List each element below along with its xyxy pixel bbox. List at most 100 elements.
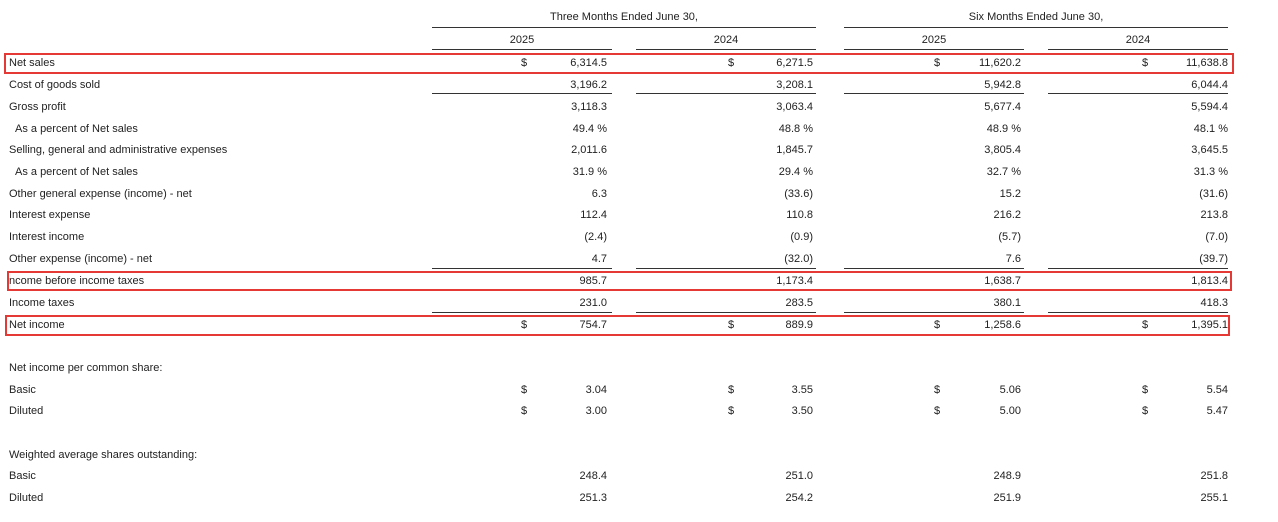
cell-value: 5.54 xyxy=(1206,384,1228,396)
cell-value: 6,314.5 xyxy=(570,57,607,69)
subtotal-rule xyxy=(636,93,816,94)
cell-value: (32.0) xyxy=(784,253,813,265)
cell-value: 48.9 % xyxy=(986,123,1021,135)
cell-value: 5.00 xyxy=(999,405,1021,417)
subtotal-rule xyxy=(432,312,612,313)
cell-value: 112.4 xyxy=(580,209,607,221)
group-header-three-months: Three Months Ended June 30, xyxy=(550,11,698,23)
cell-value: (39.7) xyxy=(1199,253,1228,265)
cell-value: 216.2 xyxy=(993,209,1021,221)
cell-value: 3,118.3 xyxy=(571,101,607,113)
cell-value: 3.04 xyxy=(585,384,607,396)
cell-value: 1,173.4 xyxy=(776,275,813,287)
year-header: 2024 xyxy=(1125,34,1151,46)
cell-value: 3,645.5 xyxy=(1191,144,1228,156)
header-rule-three xyxy=(432,27,816,28)
cell-value: 6.3 xyxy=(591,188,607,200)
cell-value: 11,620.2 xyxy=(978,57,1021,69)
cell-value: 5.06 xyxy=(999,384,1021,396)
row-label: Other expense (income) - net xyxy=(9,253,153,265)
cell-value: 29.4 % xyxy=(778,166,813,178)
cell-value: (0.9) xyxy=(790,231,813,243)
dollar-sign: $ xyxy=(728,405,735,417)
cell-value: 5,594.4 xyxy=(1191,101,1228,113)
cell-value: (7.0) xyxy=(1205,231,1228,243)
subtotal-rule xyxy=(636,268,816,269)
cell-value: 7.6 xyxy=(1005,253,1021,265)
cell-value: 1,813.4 xyxy=(1191,275,1228,287)
subtotal-rule xyxy=(636,312,816,313)
row-label: ncome before income taxes xyxy=(9,275,145,287)
cell-value: 31.9 % xyxy=(572,166,607,178)
cell-value: (33.6) xyxy=(784,188,813,200)
cell-value: 255.1 xyxy=(1200,492,1228,504)
year-rule xyxy=(844,49,1024,50)
cell-value: 248.9 xyxy=(993,470,1021,482)
cell-value: (2.4) xyxy=(584,231,607,243)
cell-value: 49.4 % xyxy=(572,123,607,135)
subtotal-rule xyxy=(844,312,1024,313)
cell-value: 6,271.5 xyxy=(776,57,813,69)
dollar-sign: $ xyxy=(521,57,528,69)
year-rule xyxy=(636,49,816,50)
dollar-sign: $ xyxy=(1142,57,1149,69)
row-label: Basic xyxy=(9,384,36,396)
row-label: As a percent of Net sales xyxy=(15,166,138,178)
cell-value: 2,011.6 xyxy=(571,144,607,156)
subtotal-rule xyxy=(1048,312,1228,313)
cell-value: 3,208.1 xyxy=(776,79,813,91)
dollar-sign: $ xyxy=(521,405,528,417)
cell-value: 251.8 xyxy=(1200,470,1228,482)
cell-value: 754.7 xyxy=(579,319,607,331)
header-rule-six xyxy=(844,27,1228,28)
row-label: Diluted xyxy=(9,405,44,417)
section-label: Net income per common share: xyxy=(9,362,163,374)
cell-value: 3,196.2 xyxy=(570,79,607,91)
dollar-sign: $ xyxy=(521,384,528,396)
cell-value: 1,258.6 xyxy=(984,319,1021,331)
row-label: Basic xyxy=(9,470,36,482)
cell-value: 11,638.8 xyxy=(1185,57,1228,69)
row-label: Net sales xyxy=(9,57,55,69)
cell-value: 5,677.4 xyxy=(984,101,1021,113)
dollar-sign: $ xyxy=(521,319,528,331)
dollar-sign: $ xyxy=(1142,405,1149,417)
row-label: Other general expense (income) - net xyxy=(9,188,192,200)
cell-value: 889.9 xyxy=(785,319,813,331)
section-label: Weighted average shares outstanding: xyxy=(9,449,198,461)
subtotal-rule xyxy=(1048,93,1228,94)
dollar-sign: $ xyxy=(934,319,941,331)
cell-value: 6,044.4 xyxy=(1191,79,1228,91)
row-label: Interest income xyxy=(9,231,85,243)
cell-value: 380.1 xyxy=(993,297,1021,309)
row-label: Gross profit xyxy=(9,101,66,113)
subtotal-rule xyxy=(844,93,1024,94)
year-rule xyxy=(1048,49,1228,50)
row-label: As a percent of Net sales xyxy=(15,123,138,135)
cell-value: 254.2 xyxy=(785,492,813,504)
dollar-sign: $ xyxy=(934,405,941,417)
subtotal-rule xyxy=(1048,268,1228,269)
cell-value: 283.5 xyxy=(785,297,813,309)
cell-value: 3.55 xyxy=(791,384,813,396)
highlight-net-income xyxy=(5,315,1230,336)
cell-value: 48.8 % xyxy=(778,123,813,135)
cell-value: 1,638.7 xyxy=(984,275,1021,287)
row-label: Income taxes xyxy=(9,297,75,309)
row-label: Net income xyxy=(9,319,65,331)
cell-value: 418.3 xyxy=(1200,297,1228,309)
dollar-sign: $ xyxy=(728,319,735,331)
highlight-net-sales xyxy=(4,53,1234,74)
cell-value: 251.9 xyxy=(993,492,1021,504)
row-label: Cost of goods sold xyxy=(9,79,101,91)
subtotal-rule xyxy=(432,268,612,269)
cell-value: 5,942.8 xyxy=(984,79,1021,91)
cell-value: 3,805.4 xyxy=(984,144,1021,156)
dollar-sign: $ xyxy=(728,57,735,69)
row-label: Interest expense xyxy=(9,209,91,221)
dollar-sign: $ xyxy=(934,384,941,396)
row-label: Selling, general and administrative expe… xyxy=(9,144,228,156)
cell-value: (5.7) xyxy=(998,231,1021,243)
cell-value: 251.3 xyxy=(579,492,607,504)
cell-value: 251.0 xyxy=(785,470,813,482)
